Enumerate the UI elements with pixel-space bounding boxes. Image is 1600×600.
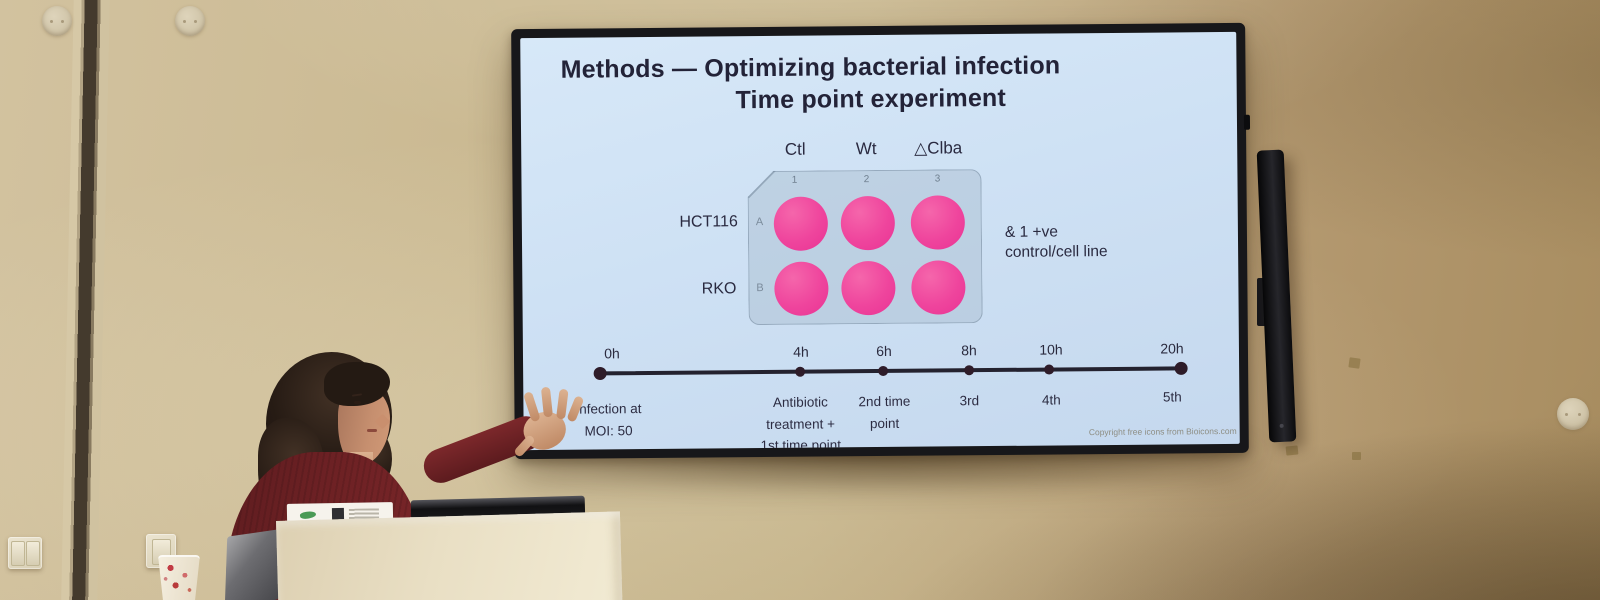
time-20h: 20h [1160, 340, 1184, 357]
slide-title-line2: Time point experiment [735, 83, 1007, 115]
well-a1 [774, 196, 828, 250]
timeline-dot-0h [593, 366, 607, 381]
podium [276, 511, 624, 600]
plate-corner-notch [748, 170, 776, 198]
switch-rocker [11, 541, 25, 566]
column-label-wt: Wt [855, 139, 877, 159]
wall-disc-cover [175, 6, 205, 36]
plate-row-letter: B [756, 282, 764, 295]
positive-control-note: & 1 +ve control/cell line [1005, 222, 1108, 264]
paper-cup [158, 555, 200, 600]
timeline-dot-4h [795, 366, 806, 377]
plate-column-number: 3 [934, 173, 941, 185]
presenter-lips [367, 429, 377, 432]
timeline-dot-8h [964, 365, 975, 376]
time-8h: 8h [961, 342, 977, 359]
wall-disc-cover [1557, 398, 1589, 430]
wall-tape-mark [1348, 357, 1361, 369]
timeline-dot-10h [1044, 364, 1055, 375]
slide-title-line1: Methods — Optimizing bacterial infection [560, 51, 1061, 84]
well-a2 [841, 196, 895, 250]
green-logo-mark [299, 510, 317, 520]
row-label-hct116: HCT116 [679, 213, 738, 231]
wall-disc-cover [42, 6, 72, 36]
laptop-side [224, 528, 282, 600]
label-infection: Infection at MOI: 50 [575, 401, 642, 439]
icon-credit-text: Copyright free icons from Bioicons.com [1088, 425, 1237, 438]
plate-column-number: 2 [863, 174, 870, 186]
label-2nd-time-point: 2nd time point [858, 393, 911, 431]
timeline-axis [600, 366, 1182, 375]
well-b3 [911, 260, 965, 314]
well-b2 [841, 261, 895, 315]
plate-row-letter: A [755, 216, 764, 229]
row-label-rko: RKO [701, 280, 737, 298]
timeline-dot-20h [1174, 361, 1188, 375]
timeline-dot-6h [878, 365, 889, 377]
label-antibiotic: Antibiotic treatment + 1st time point [760, 394, 841, 451]
switch-rocker [26, 541, 40, 566]
column-label-ctl: Ctl [784, 139, 806, 159]
note-line1: & 1 +ve [1004, 223, 1059, 241]
note-line2: control/cell line [1005, 243, 1108, 262]
wall-tape-mark [1352, 452, 1361, 460]
presenter-eye [354, 401, 361, 404]
label-4th: 4th [1041, 392, 1061, 408]
well-b1 [774, 261, 828, 315]
time-6h: 6h [876, 342, 892, 360]
label-5th: 5th [1162, 389, 1182, 405]
column-label-delta-clba: △Clba [914, 138, 963, 158]
wall-trim-strip [60, 0, 110, 600]
six-well-plate: 1 2 3 A B [747, 169, 982, 325]
wall-mounted-tv: Methods — Optimizing bacterial infection… [511, 22, 1249, 460]
wall-soundbar [1256, 149, 1297, 443]
plate-column-number: 1 [791, 174, 798, 186]
time-0h: 0h [604, 345, 620, 362]
well-a3 [911, 195, 965, 249]
slide-screen: Methods — Optimizing bacterial infection… [520, 31, 1240, 451]
time-10h: 10h [1039, 341, 1063, 358]
light-switch-double [8, 537, 42, 569]
label-3rd: 3rd [959, 393, 980, 409]
presenter-hair-fringe [324, 362, 390, 406]
time-4h: 4h [793, 343, 809, 360]
